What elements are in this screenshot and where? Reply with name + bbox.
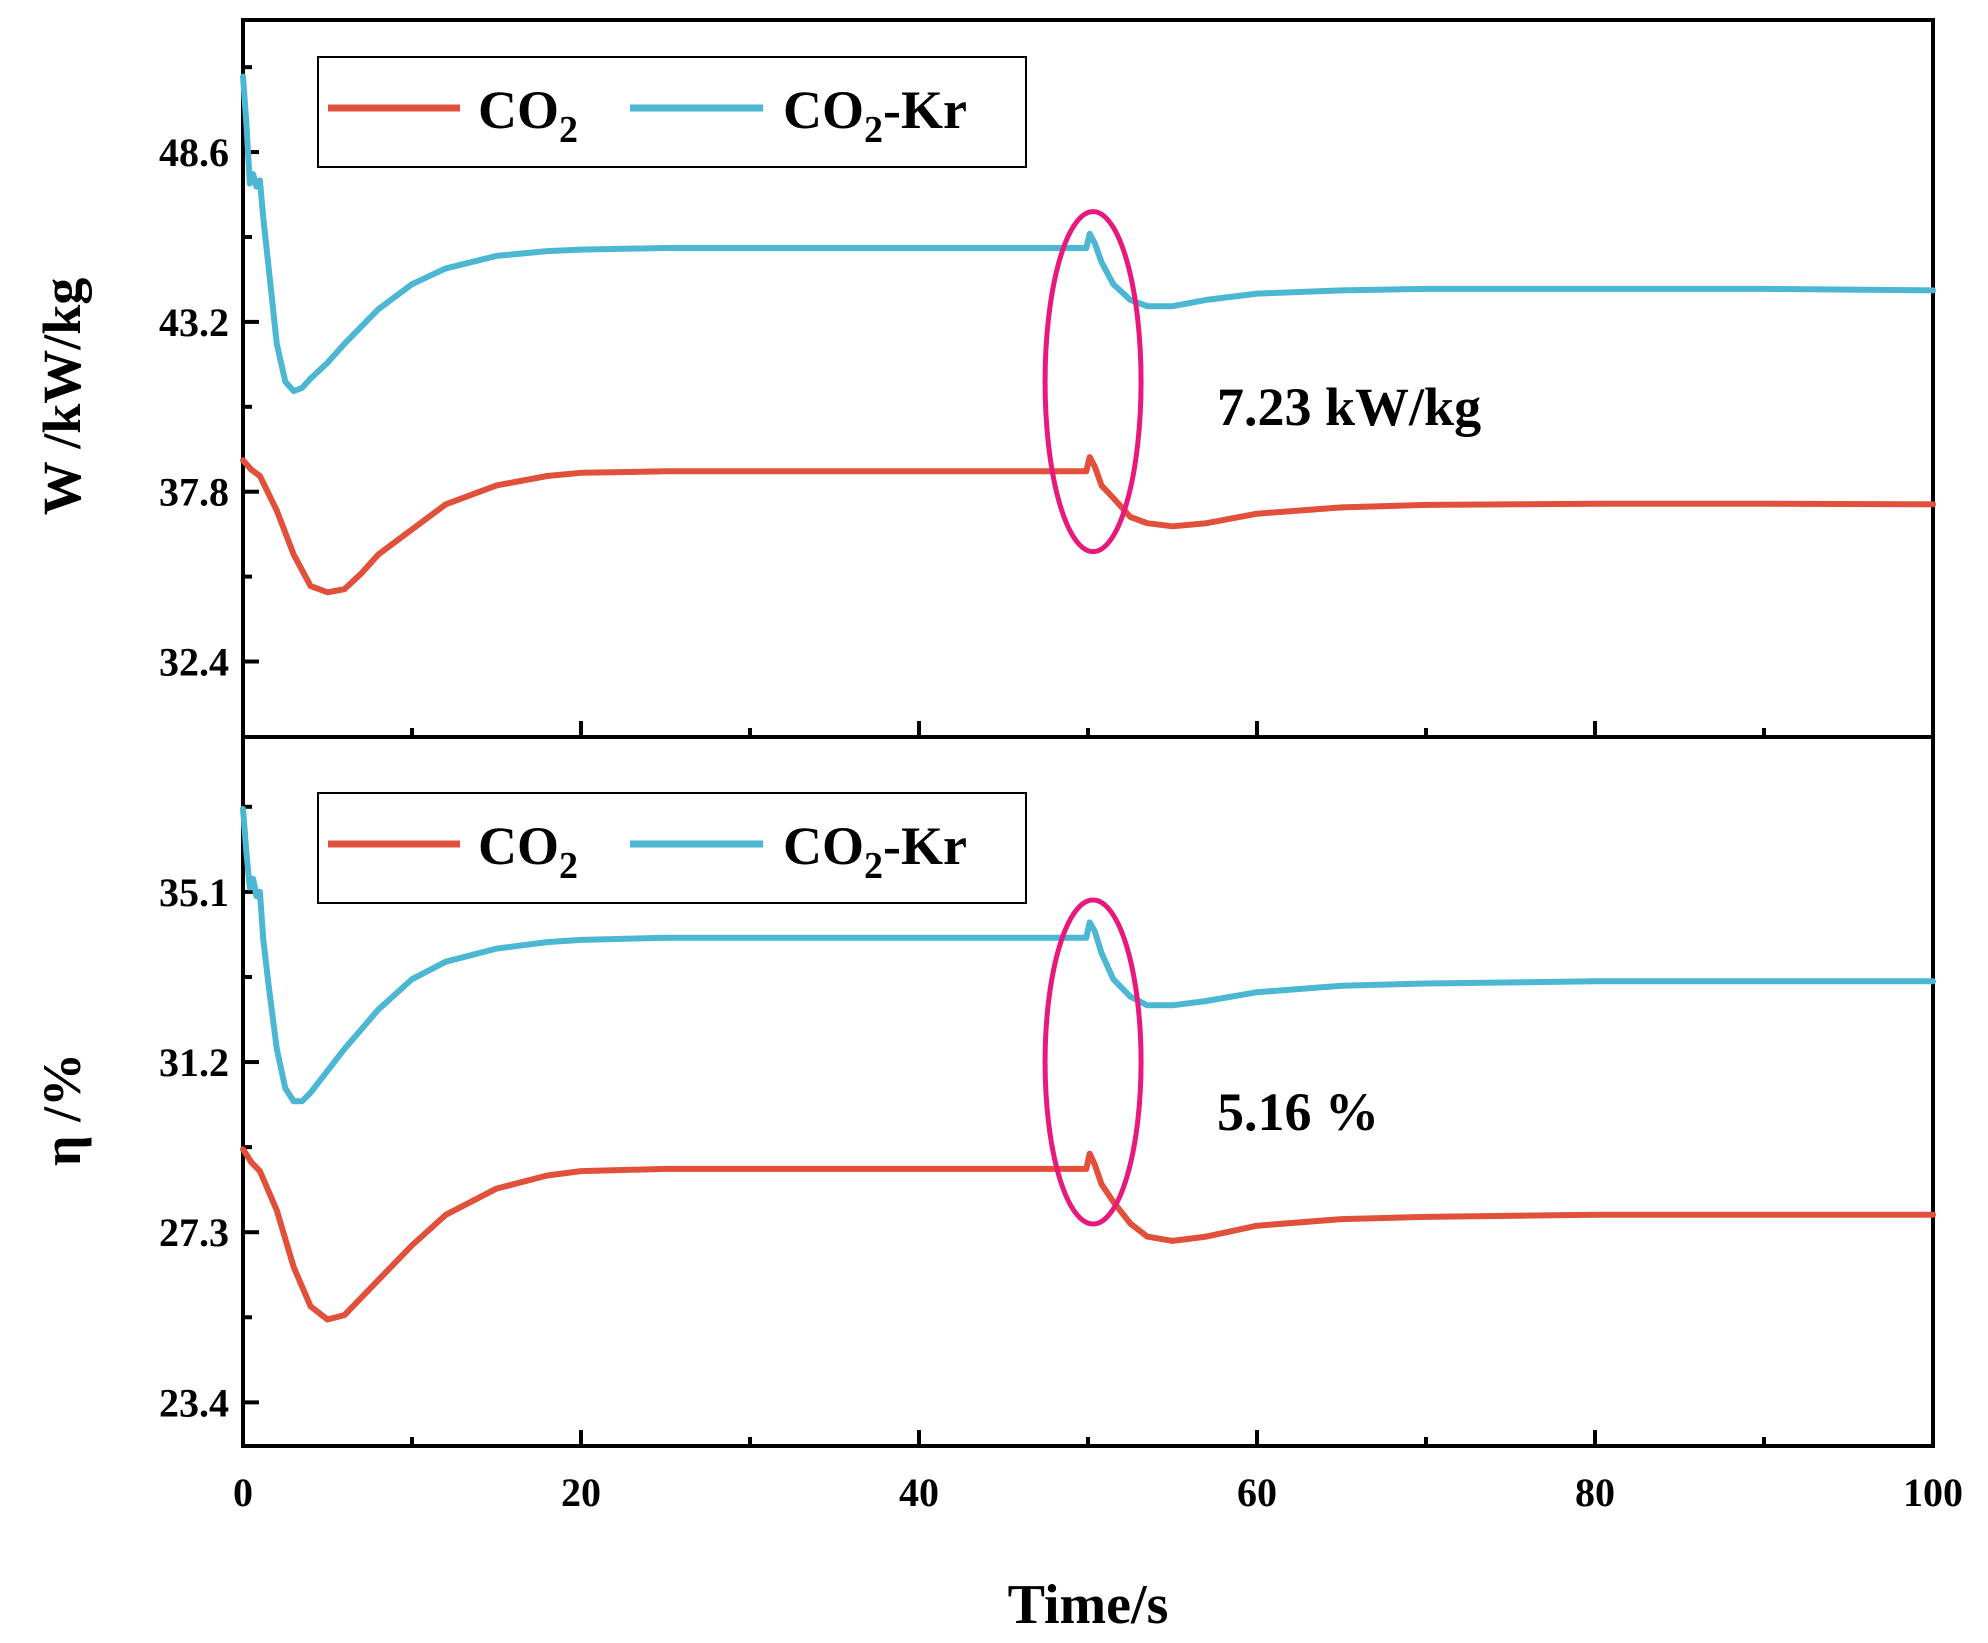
top-highlight-ellipse [1042, 209, 1144, 555]
x-tick-label: 80 [1575, 1470, 1615, 1515]
y-tick-label: 31.2 [159, 1040, 229, 1085]
bottom-annotation: 5.16 % [1217, 1082, 1379, 1142]
y-tick-label: 37.8 [159, 470, 229, 515]
series-line-co2-kr [240, 806, 1936, 1105]
y-tick-label: 48.6 [159, 130, 229, 175]
legend-box [317, 56, 1027, 168]
x-tick-label: 0 [233, 1470, 253, 1515]
series-line-co2 [240, 1146, 1936, 1323]
bottom-y-axis-ticks: 35.1 31.2 27.3 23.4 [159, 804, 259, 1425]
x-tick-label: 100 [1903, 1470, 1963, 1515]
bottom-panel: 35.1 31.2 27.3 23.4 0 20 40 60 80 100 5.16 % η /… [32, 735, 1963, 1636]
x-axis-label: Time/s [1008, 1574, 1169, 1636]
y-tick-label: 23.4 [159, 1380, 229, 1425]
top-y-axis-ticks: 48.6 43.2 37.8 32.4 [159, 65, 1935, 737]
top-series-group [240, 73, 1936, 596]
x-axis-ticks: 0 20 40 60 80 100 [233, 1430, 1963, 1515]
y-tick-label: 35.1 [159, 870, 229, 915]
top-panel: 48.6 43.2 37.8 32.4 7.23 kW/kg W /kW/kg CO2… [32, 18, 1936, 739]
x-tick-label: 40 [899, 1470, 939, 1515]
bottom-series-group [240, 806, 1936, 1323]
y-tick-label: 27.3 [159, 1210, 229, 1255]
legend-label: CO2 [478, 816, 578, 887]
bottom-y-axis-label: η /% [32, 1053, 92, 1166]
bottom-legend: CO2 CO2-Kr [317, 792, 1027, 904]
legend-label: CO2-Kr [783, 80, 967, 151]
y-tick-label: 43.2 [159, 300, 229, 345]
legend-box [317, 792, 1027, 904]
y-tick-label: 32.4 [159, 640, 229, 685]
top-legend: CO2 CO2-Kr [317, 56, 1027, 168]
legend-label: CO2 [478, 80, 578, 151]
x-tick-label: 60 [1237, 1470, 1277, 1515]
x-tick-label: 20 [561, 1470, 601, 1515]
bottom-highlight-ellipse [1042, 897, 1144, 1227]
legend-label: CO2-Kr [783, 816, 967, 887]
top-annotation: 7.23 kW/kg [1217, 377, 1481, 437]
series-line-co2-kr [240, 73, 1936, 395]
series-line-co2 [240, 454, 1936, 596]
top-y-axis-label: W /kW/kg [32, 278, 92, 516]
